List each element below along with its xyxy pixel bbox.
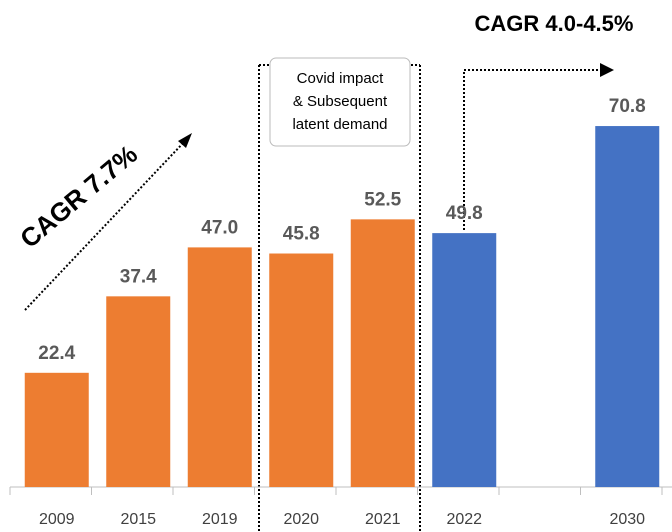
bar [24, 372, 89, 487]
bar [595, 126, 660, 487]
covid-note-line: latent demand [292, 116, 387, 133]
bar [350, 219, 415, 487]
arrow-head [600, 63, 614, 77]
x-tick-label: 2009 [39, 511, 75, 528]
cagr-left-label: CAGR 7.7% [14, 139, 143, 254]
value-label: 22.4 [38, 343, 75, 364]
bar [269, 253, 334, 487]
cagr-left-arrow [24, 139, 187, 311]
x-tick-label: 2021 [365, 511, 401, 528]
x-tick-label: 2019 [202, 511, 238, 528]
covid-note-line: & Subsequent [293, 93, 388, 110]
covid-note-box [269, 57, 411, 147]
value-label: 49.8 [446, 203, 483, 224]
value-label: 37.4 [120, 266, 157, 287]
value-label: 45.8 [283, 224, 320, 245]
covid-note-line: Covid impact [297, 70, 385, 87]
value-label: 70.8 [609, 96, 646, 117]
cagr-right-label: CAGR 4.0-4.5% [475, 11, 634, 36]
x-tick-label: 2030 [609, 511, 645, 528]
bar [187, 247, 252, 487]
x-tick-label: 2020 [283, 511, 319, 528]
value-label: 52.5 [364, 189, 401, 210]
bar [106, 296, 171, 487]
bar [432, 233, 497, 487]
x-tick-label: 2022 [446, 511, 482, 528]
cagr-right-arrow [463, 69, 602, 230]
x-tick-label: 2015 [120, 511, 156, 528]
value-label: 47.0 [201, 217, 238, 238]
arrow-head [178, 133, 192, 148]
